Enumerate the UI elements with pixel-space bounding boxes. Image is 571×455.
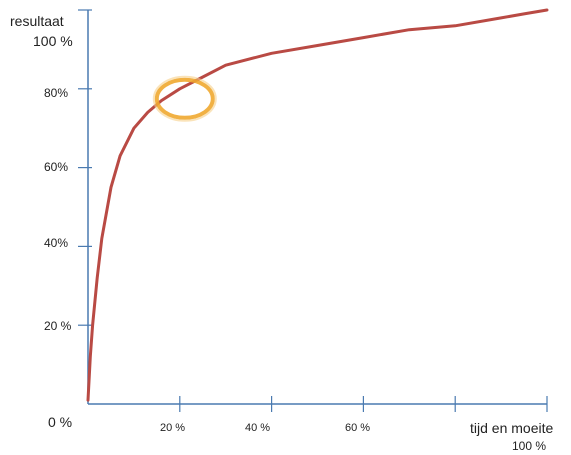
y-tick-label: 80%	[44, 86, 69, 100]
y-axis-max-label: 100 %	[33, 33, 73, 49]
tick-marks	[78, 9, 548, 412]
x-tick-label: 20 %	[160, 422, 186, 434]
x-tick-label: 40 %	[245, 422, 271, 434]
highlight-circle	[154, 77, 215, 120]
series-line	[86, 8, 549, 402]
highlight-glow	[152, 75, 217, 122]
y-tick-label: 40%	[44, 236, 69, 250]
x-axis-max-label: 100 %	[512, 439, 547, 453]
x-tick-label: 60 %	[345, 422, 371, 434]
origin-label: 0 %	[48, 414, 73, 430]
axes	[78, 9, 548, 412]
y-tick-label: 20 %	[44, 319, 72, 333]
y-tick-label: 60%	[44, 160, 69, 174]
x-axis-label: tijd en moeite	[470, 420, 554, 436]
y-axis-label: resultaat	[10, 13, 64, 29]
data-marks	[86, 8, 549, 402]
